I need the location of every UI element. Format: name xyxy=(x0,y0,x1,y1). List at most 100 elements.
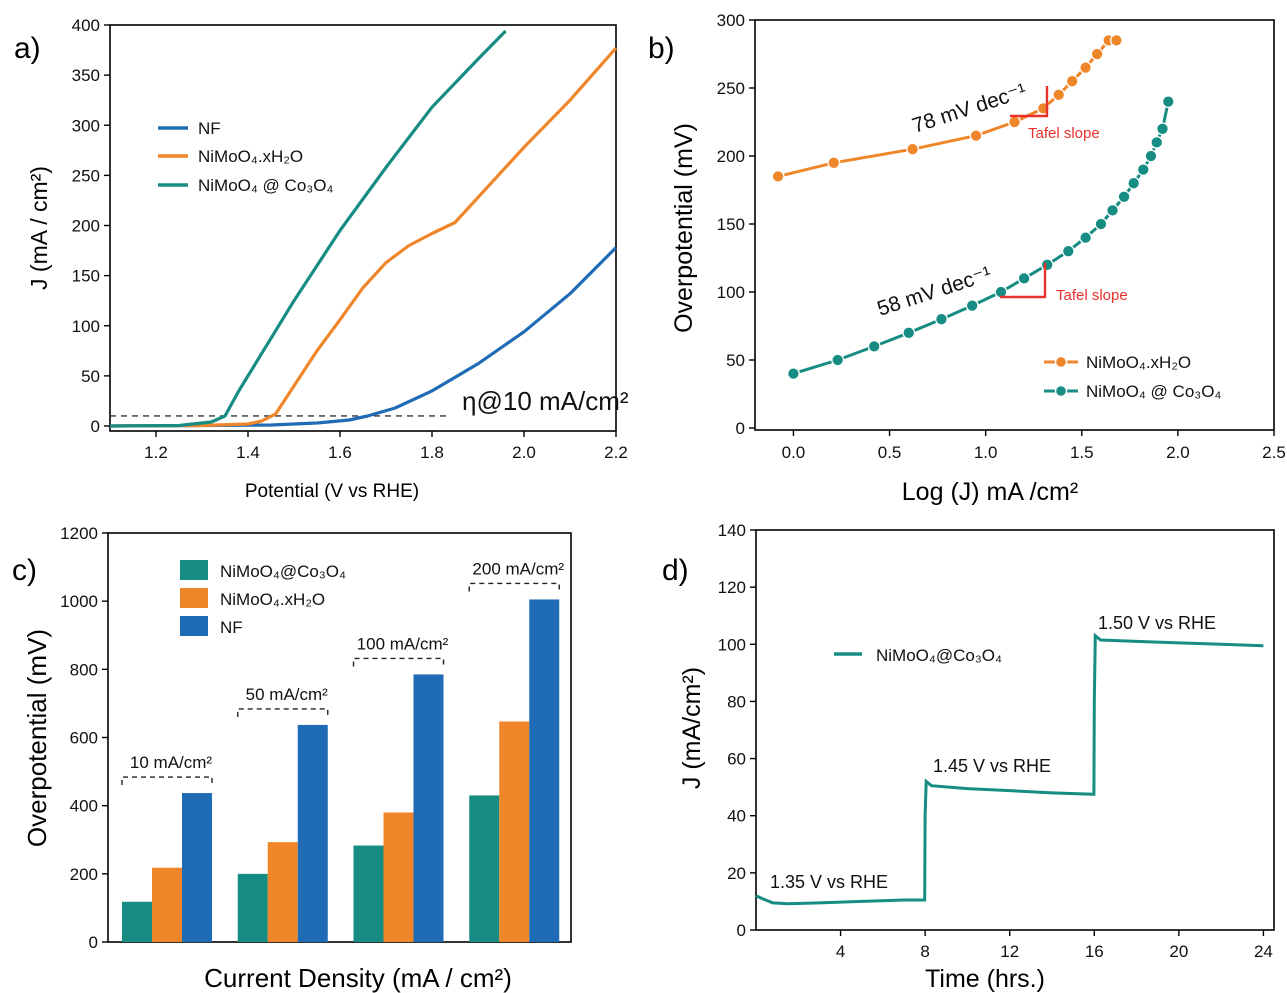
panel-a-x-tick-label: 1.6 xyxy=(328,443,352,462)
panel-a-y-tick-label: 150 xyxy=(72,267,100,286)
panel-d-plot-frame xyxy=(755,529,1275,931)
legend-b-xh2o-label: NiMoO₄.xH₂O xyxy=(1086,353,1191,372)
panel-c-bracket xyxy=(352,657,445,667)
panel-a-x-ticks: 1.2 1.4 1.6 1.8 2.0 2.2 xyxy=(144,431,628,462)
panel-a-plot-frame xyxy=(109,24,617,432)
panel-d-x-tick-label: 16 xyxy=(1085,942,1104,961)
panel-c-bar xyxy=(297,724,328,942)
panel-b-y-tick-label: 50 xyxy=(726,351,745,370)
panel-b-tafel-label-2: Tafel slope xyxy=(1056,287,1128,304)
panel-d-x-tick-label: 24 xyxy=(1254,942,1273,961)
panel-a-y-ticks: 0 50 100 150 200 250 300 350 400 xyxy=(72,16,110,436)
panel-b-series-1-point xyxy=(1144,149,1158,163)
legend-c-nf-swatch xyxy=(180,616,208,636)
panel-d-y-ticks: 0 20 40 60 80 100 120 140 xyxy=(718,521,756,940)
panel-c-bars-layer xyxy=(122,599,560,942)
panel-d-x-ticks: 4 8 12 16 20 24 xyxy=(836,930,1273,961)
panel-b-tafel-triangle-1 xyxy=(1010,86,1049,118)
panel-c-x-axis-label: Current Density (mA / cm²) xyxy=(204,963,512,993)
panel-c-bar xyxy=(413,674,444,942)
panel-b-series-layer xyxy=(771,33,1175,381)
legend-b-co3o4-label: NiMoO₄ @ Co₃O₄ xyxy=(1086,382,1221,401)
panel-b-series-1-point xyxy=(867,339,881,353)
panel-a-y-tick-label: 100 xyxy=(72,317,100,336)
panel-c-category-brackets: 10 mA/cm² 50 mA/cm² 100 mA/cm² 200 mA/cm² xyxy=(121,559,564,786)
panel-d-y-tick-label: 40 xyxy=(727,807,746,826)
panel-b-series-1-point xyxy=(1136,163,1150,177)
panel-a-series-line-0 xyxy=(109,246,618,428)
panel-d-legend: NiMoO₄@Co₃O₄ xyxy=(834,646,1002,665)
legend-c-co3o4-swatch xyxy=(180,560,208,580)
panel-c-bracket xyxy=(468,582,560,592)
panel-a-tag: a) xyxy=(14,32,41,65)
panel-a-y-axis-label: J (mA / cm²) xyxy=(26,166,52,290)
panel-d-series-layer xyxy=(755,632,1264,906)
panel-d-y-tick-label: 80 xyxy=(727,692,746,711)
panel-b-series-1-point xyxy=(935,312,948,326)
panel-c: c) 0 200 400 600 800 1000 1200 10 mA/cm² 50 mA/… xyxy=(12,524,572,993)
panel-b-y-tick-label: 300 xyxy=(717,11,745,30)
panel-d-step-3-label: 1.50 V vs RHE xyxy=(1098,613,1216,633)
panel-a-y-tick-label: 0 xyxy=(91,417,100,436)
legend-d-co3o4-label: NiMoO₄@Co₃O₄ xyxy=(876,646,1002,665)
panel-b-x-tick-label: 0.5 xyxy=(878,443,902,462)
panel-b-x-tick-label: 1.5 xyxy=(1070,443,1094,462)
panel-b-series-0-point xyxy=(1065,74,1079,88)
panel-c-bar xyxy=(237,873,268,942)
panel-a-y-tick-label: 200 xyxy=(72,217,100,236)
panel-a: a) 1.2 1.4 1.6 1.8 2.0 2.2 0 50 100 150 200 250 300… xyxy=(14,16,629,502)
panel-a-x-tick-label: 2.2 xyxy=(604,443,628,462)
panel-c-y-tick-label: 0 xyxy=(89,933,98,952)
panel-c-bar xyxy=(152,867,182,942)
panel-b-series-line-1 xyxy=(792,101,1170,376)
panel-b-series-1-point xyxy=(1161,95,1175,109)
panel-b-x-ticks: 0.0 0.5 1.0 1.5 2.0 2.5 xyxy=(782,430,1286,462)
panel-d-y-tick-label: 100 xyxy=(718,635,746,654)
panel-a-y-tick-label: 50 xyxy=(81,367,100,386)
panel-b-x-tick-label: 1.0 xyxy=(974,443,998,462)
legend-c-co3o4-label: NiMoO₄@Co₃O₄ xyxy=(220,562,346,581)
panel-a-x-tick-label: 1.2 xyxy=(144,443,168,462)
panel-d-y-tick-label: 140 xyxy=(718,521,746,540)
panel-b-series-0-point xyxy=(1008,115,1021,129)
panel-b-slope-78-label: 78 mV dec⁻¹ xyxy=(909,79,1029,137)
panel-d-y-tick-label: 60 xyxy=(727,750,746,769)
panel-b-legend: NiMoO₄.xH₂O NiMoO₄ @ Co₃O₄ xyxy=(1044,353,1221,401)
panel-a-x-axis-label: Potential (V vs RHE) xyxy=(245,481,419,502)
panel-d-x-tick-label: 8 xyxy=(920,942,929,961)
panel-b-y-tick-label: 150 xyxy=(717,215,745,234)
panel-b-series-0-point xyxy=(969,129,983,143)
panel-c-bar xyxy=(182,793,212,942)
panel-c-legend: NiMoO₄@Co₃O₄ NiMoO₄.xH₂O NF xyxy=(180,560,346,637)
panel-a-legend: NF NiMoO₄.xH₂O NiMoO₄ @ Co₃O₄ xyxy=(158,119,333,195)
panel-b-series-1-point xyxy=(1106,203,1119,217)
panel-b-series-0-point xyxy=(1109,33,1123,47)
panel-b-x-tick-label: 2.0 xyxy=(1166,443,1190,462)
panel-b-tafel-label-1: Tafel slope xyxy=(1028,125,1100,142)
panel-b-series-1-point xyxy=(1156,122,1169,136)
panel-a-y-tick-label: 300 xyxy=(72,116,100,135)
panel-d-y-tick-label: 0 xyxy=(737,921,746,940)
panel-c-bar xyxy=(529,599,560,942)
panel-a-x-tick-label: 1.4 xyxy=(236,443,260,462)
panel-d-tag: d) xyxy=(662,554,689,587)
panel-c-y-ticks: 0 200 400 600 800 1000 1200 xyxy=(60,524,108,952)
panel-d-x-tick-label: 12 xyxy=(1000,942,1019,961)
panel-d-step-1-label: 1.35 V vs RHE xyxy=(770,872,888,892)
panel-b-series-0-point xyxy=(1052,88,1066,102)
panel-c-bar xyxy=(267,842,298,942)
panel-c-y-tick-label: 1200 xyxy=(60,524,98,543)
panel-a-x-axis-label-text: Potential (V vs RHE) xyxy=(245,481,419,502)
panel-b-series-1-point xyxy=(1061,244,1075,258)
panel-d-y-tick-label: 20 xyxy=(727,864,746,883)
panel-a-series-line-2 xyxy=(109,29,507,428)
panel-c-category-label: 10 mA/cm² xyxy=(130,753,213,772)
panel-b-tag: b) xyxy=(648,32,675,65)
panel-b-y-tick-label: 100 xyxy=(717,283,745,302)
legend-a-xh2o-label: NiMoO₄.xH₂O xyxy=(198,147,303,166)
panel-b-series-0-point xyxy=(827,156,841,170)
panel-b-y-axis-label: Overpotential (mV) xyxy=(670,123,698,333)
panel-b-series-0-point xyxy=(1090,47,1104,61)
panel-c-bar xyxy=(383,812,414,942)
